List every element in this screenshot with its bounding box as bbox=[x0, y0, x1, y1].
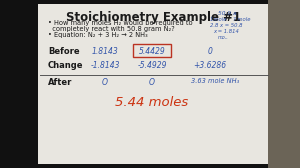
Bar bbox=[0, 0, 38, 168]
Text: O: O bbox=[149, 78, 155, 87]
Text: 1mole    ? mole: 1mole ? mole bbox=[210, 17, 250, 22]
Text: • How many moles H₂ would be required to: • How many moles H₂ would be required to bbox=[48, 20, 193, 26]
Text: • Equation: N₂ + 3 H₂ → 2 NH₃: • Equation: N₂ + 3 H₂ → 2 NH₃ bbox=[48, 32, 148, 38]
Text: 5.4429: 5.4429 bbox=[139, 47, 165, 56]
Text: +3.6286: +3.6286 bbox=[194, 61, 226, 70]
Bar bbox=[268, 0, 300, 168]
Text: 2.8 x = 50.8: 2.8 x = 50.8 bbox=[210, 23, 242, 28]
Text: 3.63 mole NH₃: 3.63 mole NH₃ bbox=[191, 78, 239, 84]
Text: mo..: mo.. bbox=[218, 35, 229, 40]
Text: Before: Before bbox=[48, 47, 80, 56]
Text: O: O bbox=[102, 78, 108, 87]
Text: 5.44 moles: 5.44 moles bbox=[116, 96, 189, 109]
Text: 1.8143: 1.8143 bbox=[92, 47, 118, 56]
Bar bbox=[38, 4, 268, 164]
Text: x = 1.814: x = 1.814 bbox=[213, 29, 239, 34]
Text: After: After bbox=[48, 78, 72, 87]
Text: Change: Change bbox=[48, 61, 83, 70]
Text: Stoichiometry Example #1: Stoichiometry Example #1 bbox=[65, 11, 241, 24]
Text: 0: 0 bbox=[208, 47, 212, 56]
Text: completely react with 50.8 gram N₂?: completely react with 50.8 gram N₂? bbox=[48, 26, 175, 32]
Text: -1.8143: -1.8143 bbox=[90, 61, 120, 70]
Text: -5.4929: -5.4929 bbox=[137, 61, 167, 70]
Text: 50.9 a: 50.9 a bbox=[218, 11, 237, 16]
